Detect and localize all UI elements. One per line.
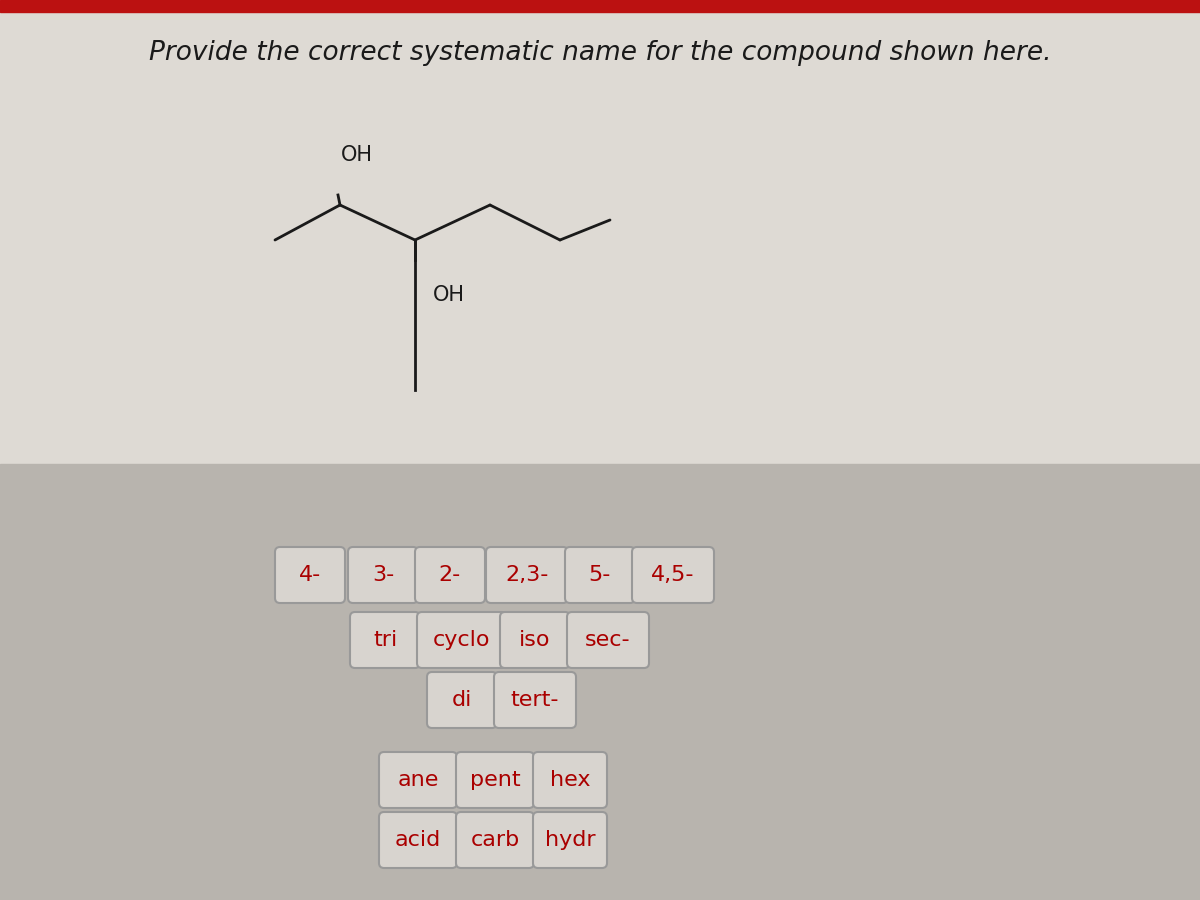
Text: sec-: sec- [586, 630, 631, 650]
Text: di: di [452, 690, 472, 710]
Text: carb: carb [470, 830, 520, 850]
FancyBboxPatch shape [350, 612, 420, 668]
Bar [0, 0, 1200, 12]
FancyBboxPatch shape [348, 547, 418, 603]
FancyBboxPatch shape [379, 812, 457, 868]
FancyBboxPatch shape [568, 612, 649, 668]
Text: hydr: hydr [545, 830, 595, 850]
FancyBboxPatch shape [427, 672, 497, 728]
Text: acid: acid [395, 830, 442, 850]
FancyBboxPatch shape [565, 547, 635, 603]
FancyBboxPatch shape [418, 612, 508, 668]
Text: Provide the correct systematic name for the compound shown here.: Provide the correct systematic name for … [149, 40, 1051, 66]
Text: 5-: 5- [589, 565, 611, 585]
FancyBboxPatch shape [533, 812, 607, 868]
Bar [0, 0, 1200, 464]
Text: pent: pent [469, 770, 521, 790]
Text: 4,5-: 4,5- [652, 565, 695, 585]
Text: tri: tri [373, 630, 397, 650]
FancyBboxPatch shape [632, 547, 714, 603]
FancyBboxPatch shape [500, 612, 570, 668]
Text: cyclo: cyclo [433, 630, 491, 650]
Text: iso: iso [520, 630, 551, 650]
FancyBboxPatch shape [415, 547, 485, 603]
FancyBboxPatch shape [533, 752, 607, 808]
FancyBboxPatch shape [456, 752, 534, 808]
FancyBboxPatch shape [494, 672, 576, 728]
Text: OH: OH [433, 285, 466, 305]
Text: OH: OH [341, 145, 373, 165]
FancyBboxPatch shape [275, 547, 346, 603]
FancyBboxPatch shape [379, 752, 457, 808]
Bar [0, 464, 1200, 900]
Text: 3-: 3- [372, 565, 394, 585]
Text: 4-: 4- [299, 565, 322, 585]
FancyBboxPatch shape [456, 812, 534, 868]
Text: ane: ane [397, 770, 439, 790]
Text: hex: hex [550, 770, 590, 790]
Text: 2-: 2- [439, 565, 461, 585]
Text: 2,3-: 2,3- [505, 565, 548, 585]
Text: tert-: tert- [511, 690, 559, 710]
FancyBboxPatch shape [486, 547, 568, 603]
